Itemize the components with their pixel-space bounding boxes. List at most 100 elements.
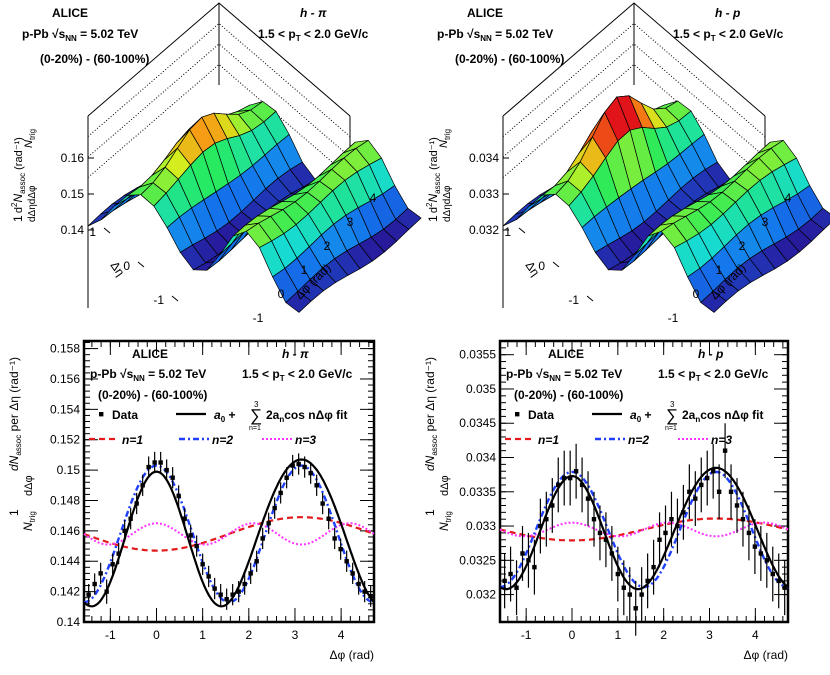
dphi-tick-label: 0 [693, 287, 700, 301]
z-axis-label-den: dΔηdΔφ [442, 185, 453, 222]
experiment-label: ALICE [548, 347, 584, 361]
x-tick-label: 0 [569, 628, 576, 642]
x-tick-label: 3 [706, 628, 713, 642]
ntrig-label: Ntrig [438, 129, 452, 148]
back-gridline [87, 22, 351, 137]
deta-tick-label: 0 [538, 259, 545, 273]
data-point [567, 475, 573, 481]
data-point [609, 551, 615, 556]
data-point [740, 516, 746, 522]
data-point [266, 521, 271, 526]
deta-tick [137, 261, 145, 268]
z-axis-label: 1 d2Nassoc (rad⁻¹) [425, 137, 442, 222]
data-point [764, 558, 770, 563]
species-label: h - π [300, 6, 327, 20]
legend-data-marker [515, 412, 520, 417]
data-point [146, 464, 151, 470]
data-point [597, 530, 603, 536]
data-point [170, 475, 175, 480]
species-label: h - p [698, 347, 723, 361]
data-point [633, 606, 638, 611]
data-point [520, 551, 525, 556]
data-point [752, 544, 758, 549]
y-tick-label: 0.152 [50, 433, 80, 447]
data-point [86, 592, 91, 597]
harmonic-n2-curve [83, 464, 375, 604]
surface-cell [100, 198, 127, 220]
surface-cell [515, 198, 542, 220]
species-label: h - p [715, 6, 740, 20]
data-point [705, 475, 710, 481]
experiment-label: ALICE [467, 6, 503, 20]
z-tick-label: 0.16 [61, 151, 85, 165]
y-axis-label-ntrig: Ntrig [437, 511, 453, 531]
data-point [362, 589, 367, 594]
pt-label: 1.5 < pT < 2.0 GeV/c [258, 27, 369, 43]
system-label: p-Pb √sNN = 5.02 TeV [506, 367, 622, 383]
data-point [728, 489, 734, 494]
pt-label: 1.5 < pT < 2.0 GeV/c [658, 367, 769, 383]
x-tick-label: 2 [660, 628, 667, 642]
y-tick-label: 0.035 [466, 382, 496, 396]
fit-curve [83, 458, 375, 608]
data-point [722, 448, 728, 453]
data-point [368, 593, 373, 599]
data-point [639, 592, 644, 597]
y-axis-label-ntrig: Ntrig [21, 511, 37, 531]
data-point [627, 592, 632, 597]
deta-tick-label: 0 [123, 259, 130, 273]
data-point [746, 530, 752, 536]
data-point [526, 558, 531, 563]
data-point [591, 516, 597, 522]
data-point [514, 585, 519, 590]
experiment-label: ALICE [52, 6, 88, 20]
data-point [110, 562, 115, 567]
data-point [188, 533, 193, 538]
legend-sum-top: 3 [254, 400, 259, 409]
surface-cell [285, 290, 312, 313]
data-point [579, 482, 585, 488]
data-point [782, 585, 787, 590]
data-point [332, 536, 337, 541]
data-point [308, 470, 313, 476]
deta-axis-label: Δη [523, 259, 543, 279]
legend-n1-label: n=1 [122, 433, 143, 447]
species-label: h - π [282, 347, 309, 361]
legend-sum-bottom: n=1 [665, 425, 677, 432]
data-point [675, 523, 680, 529]
data-point [338, 546, 343, 552]
x-tick-label: 4 [338, 628, 345, 642]
x-tick-label: 1 [199, 628, 206, 642]
data-point [158, 460, 163, 465]
chart-hp: 0.032 0.0325 0.033 0.0335 0.034 0.0345 0.035 0.… [423, 339, 790, 662]
y-tick-label: 0.146 [50, 524, 80, 538]
x-tick-label: 1 [614, 628, 621, 642]
legend-sum-top: 3 [670, 400, 675, 409]
system-label: p-Pb √sNN = 5.02 TeV [437, 27, 553, 43]
data-point [657, 537, 662, 542]
data-point [603, 537, 609, 542]
data-point [687, 489, 692, 494]
surface-cell [700, 290, 727, 313]
deta-tick [171, 295, 179, 302]
y-axis-label-pre: 1 [423, 509, 437, 516]
harmonic-n1-curve [499, 517, 789, 542]
data-point [182, 516, 187, 521]
data-point [556, 482, 561, 488]
y-tick-label: 0.14 [57, 615, 81, 629]
data-point [242, 581, 247, 587]
y-axis-label-den: dΔφ [23, 475, 35, 496]
dphi-tick-label: 0 [278, 287, 285, 301]
legend-sum-bottom: n=1 [249, 425, 261, 432]
legend-n3-label: n=3 [295, 433, 316, 447]
data-point [296, 461, 301, 467]
data-point [776, 578, 781, 584]
data-point [302, 464, 307, 470]
legend-n2-label: n=2 [628, 433, 649, 447]
deta-tick-label: -1 [568, 293, 579, 307]
ntrig-label: Ntrig [23, 129, 37, 148]
legend-n3-label: n=3 [711, 433, 732, 447]
deta-tick-label: 1 [504, 225, 511, 239]
